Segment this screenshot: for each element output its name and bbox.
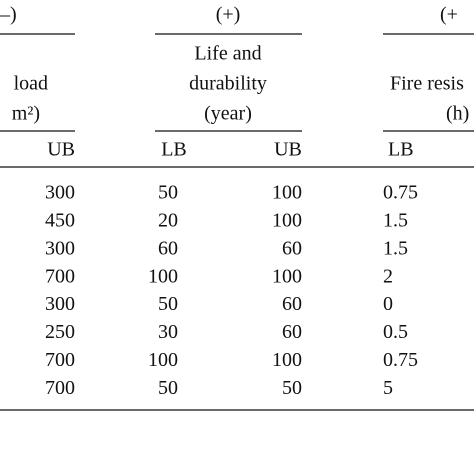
group-sign: –) xyxy=(0,4,17,26)
cell: 50 xyxy=(158,293,178,315)
cell: 1.5 xyxy=(383,237,408,259)
cell: 0.75 xyxy=(383,349,418,371)
group-title: Fire resis xyxy=(390,73,464,95)
cell: 2 xyxy=(383,265,393,287)
cell: 0.75 xyxy=(383,182,418,204)
cell: 60 xyxy=(282,321,302,343)
cell: 60 xyxy=(282,237,302,259)
cell: 50 xyxy=(282,377,302,399)
column-header: LB xyxy=(161,139,187,161)
group-unit: (h) xyxy=(446,103,469,125)
cell: 100 xyxy=(272,209,302,231)
cell: 100 xyxy=(272,182,302,204)
column-header: UB xyxy=(47,139,75,161)
group-unit: m²) xyxy=(12,103,40,125)
cell: 0 xyxy=(383,293,393,315)
column-header: UB xyxy=(274,139,302,161)
cell: 5 xyxy=(383,377,393,399)
cell: 50 xyxy=(158,182,178,204)
cell: 250 xyxy=(45,321,75,343)
cell: 100 xyxy=(272,265,302,287)
cell: 700 xyxy=(45,377,75,399)
column-header: LB xyxy=(388,139,414,161)
cell: 300 xyxy=(45,237,75,259)
cell: 20 xyxy=(158,209,178,231)
cell: 0.5 xyxy=(383,321,408,343)
cell: 300 xyxy=(45,182,75,204)
cell: 100 xyxy=(272,349,302,371)
cell: 100 xyxy=(148,349,178,371)
cell: 60 xyxy=(282,293,302,315)
cell: 60 xyxy=(158,237,178,259)
group-sign: (+) xyxy=(216,4,241,26)
cell: 700 xyxy=(45,265,75,287)
group-title: load xyxy=(14,73,48,95)
group-title: Life and xyxy=(194,43,261,65)
cell: 700 xyxy=(45,349,75,371)
cell: 300 xyxy=(45,293,75,315)
cell: 100 xyxy=(148,265,178,287)
cell: 30 xyxy=(158,321,178,343)
group-sign: (+ xyxy=(440,4,458,26)
group-unit: (year) xyxy=(204,103,252,125)
cell: 1.5 xyxy=(383,209,408,231)
cell: 50 xyxy=(158,377,178,399)
cell: 450 xyxy=(45,209,75,231)
group-title: durability xyxy=(189,73,267,95)
